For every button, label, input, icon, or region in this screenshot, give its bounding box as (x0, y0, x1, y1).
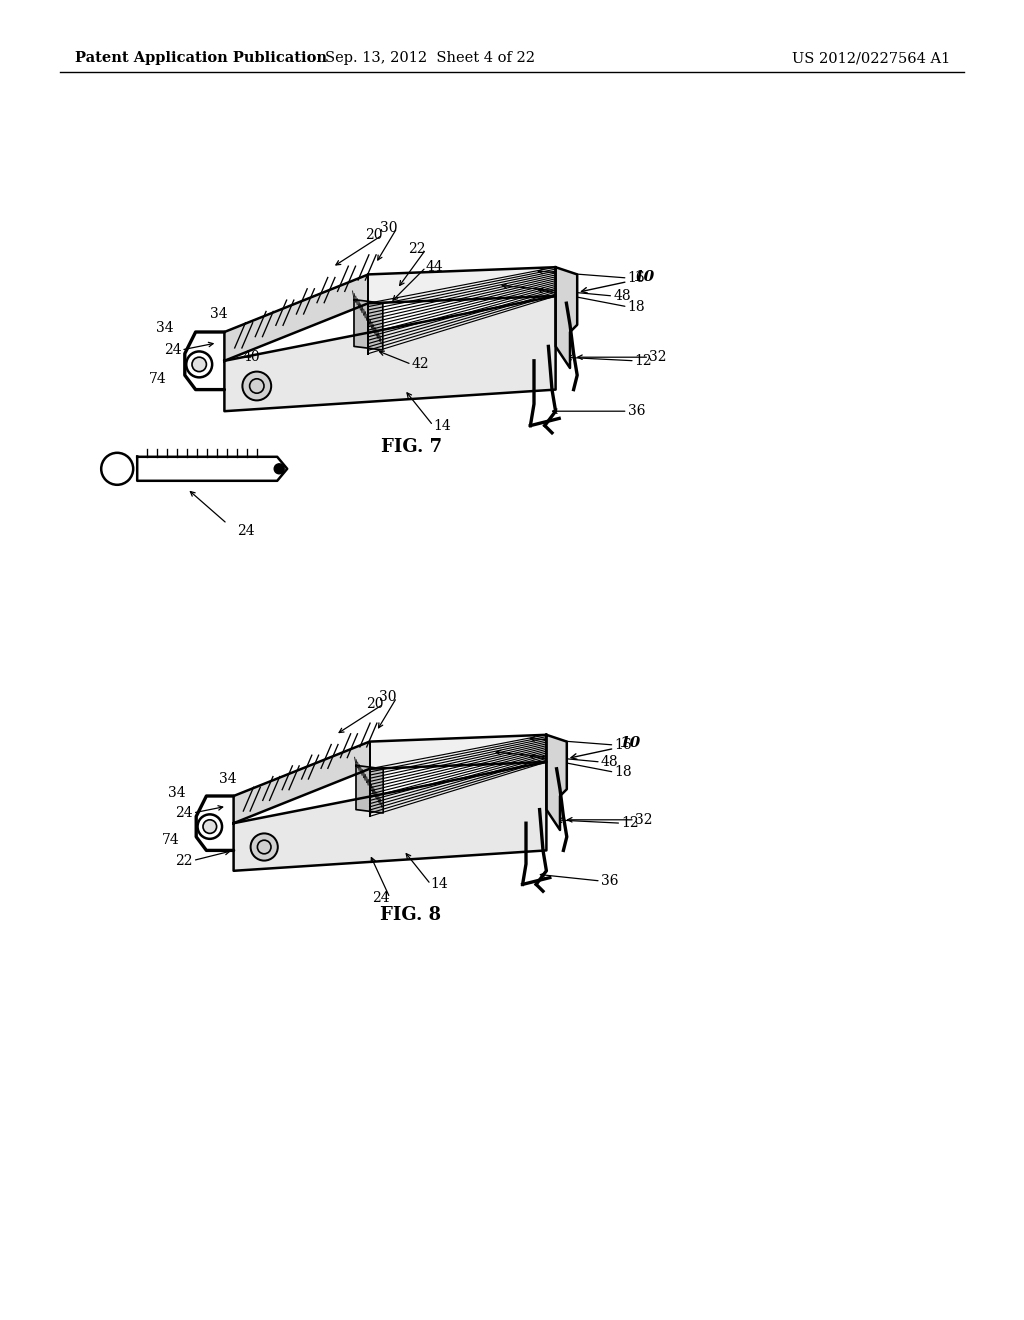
Text: 74: 74 (150, 372, 167, 385)
Text: 14: 14 (433, 418, 451, 433)
Text: 18: 18 (628, 300, 645, 314)
Text: 32: 32 (635, 813, 652, 826)
Circle shape (243, 372, 271, 400)
Text: 36: 36 (601, 874, 618, 888)
Text: 20: 20 (366, 697, 383, 711)
Polygon shape (356, 766, 383, 813)
Text: 14: 14 (431, 878, 449, 891)
Text: FIG. 7: FIG. 7 (381, 438, 442, 457)
Text: 42: 42 (412, 358, 429, 371)
Polygon shape (556, 267, 578, 368)
Polygon shape (224, 296, 556, 412)
Text: 18: 18 (614, 766, 632, 779)
Text: 24: 24 (175, 807, 193, 820)
Text: 10: 10 (633, 269, 654, 284)
Text: 74: 74 (162, 833, 179, 847)
Text: 24: 24 (373, 891, 390, 906)
Text: 30: 30 (380, 220, 397, 235)
Text: 22: 22 (409, 242, 426, 256)
Text: Patent Application Publication: Patent Application Publication (75, 51, 327, 65)
Text: 16: 16 (628, 271, 645, 285)
Polygon shape (354, 300, 383, 350)
Text: 44: 44 (426, 260, 443, 275)
Text: 12: 12 (635, 354, 652, 368)
Text: 48: 48 (613, 289, 631, 304)
Text: 34: 34 (219, 772, 237, 785)
Circle shape (193, 358, 207, 372)
Text: 24: 24 (164, 343, 181, 356)
Circle shape (251, 833, 278, 861)
Text: 20: 20 (366, 228, 383, 242)
Text: FIG. 8: FIG. 8 (380, 906, 441, 924)
Text: 12: 12 (622, 816, 639, 830)
Polygon shape (224, 267, 556, 360)
Text: 30: 30 (379, 690, 397, 705)
Circle shape (274, 463, 285, 474)
Text: 32: 32 (649, 350, 667, 364)
Text: 34: 34 (157, 321, 174, 335)
Text: 36: 36 (628, 404, 645, 418)
Polygon shape (233, 762, 547, 871)
Text: 48: 48 (601, 755, 618, 770)
Polygon shape (547, 735, 567, 830)
Polygon shape (233, 735, 547, 824)
Polygon shape (224, 275, 369, 360)
Text: 40: 40 (243, 350, 260, 364)
Text: 22: 22 (175, 854, 193, 867)
Text: 24: 24 (238, 524, 255, 537)
Text: 34: 34 (210, 308, 228, 321)
Circle shape (203, 820, 217, 833)
Text: Sep. 13, 2012  Sheet 4 of 22: Sep. 13, 2012 Sheet 4 of 22 (325, 51, 535, 65)
Text: 34: 34 (168, 785, 186, 800)
Polygon shape (233, 742, 370, 824)
Text: 10: 10 (620, 737, 641, 750)
Text: US 2012/0227564 A1: US 2012/0227564 A1 (792, 51, 950, 65)
Text: 16: 16 (614, 738, 632, 752)
